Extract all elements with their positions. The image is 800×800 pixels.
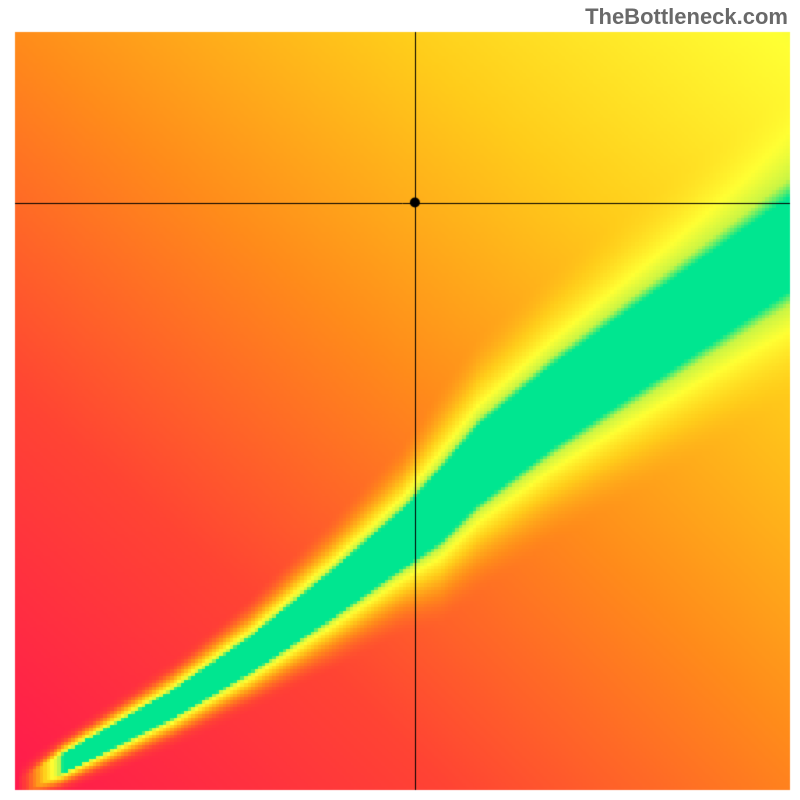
watermark-text: TheBottleneck.com (585, 4, 788, 30)
heatmap-canvas (0, 0, 800, 800)
chart-container: TheBottleneck.com (0, 0, 800, 800)
